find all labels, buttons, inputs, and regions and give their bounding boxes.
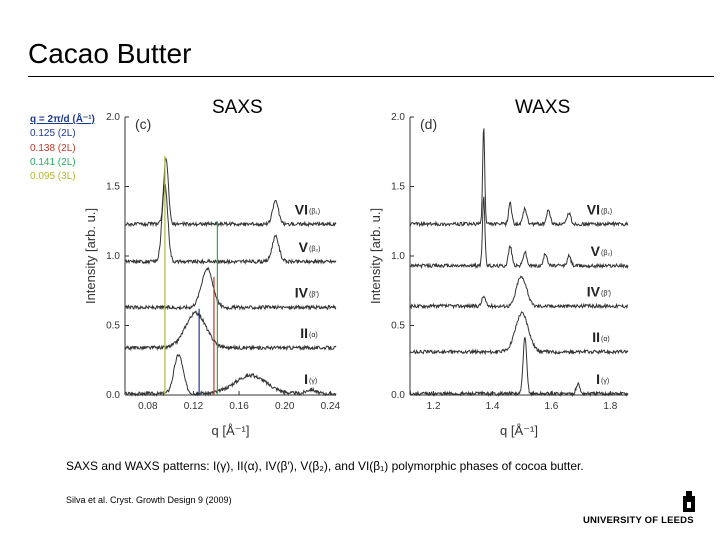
- series-label: IV: [295, 285, 309, 301]
- saxs-chart: 0.0 0.5 1.0 1.5 2.0 0.08 0.12 0.16 0.20 0.24 q [Å⁻…: [83, 112, 341, 438]
- series-label: I: [304, 371, 308, 387]
- y-tick-label: 1.5: [391, 182, 405, 193]
- citation: Silva et al. Cryst. Growth Design 9 (200…: [66, 495, 232, 505]
- leeds-crest-icon: [683, 491, 695, 512]
- saxs-label: SAXS: [212, 97, 263, 118]
- y-tick-label: 1.5: [106, 182, 120, 193]
- title-divider: [28, 76, 714, 77]
- panel-label: (d): [420, 116, 437, 132]
- series-label: IV: [587, 283, 601, 299]
- trace-i: [409, 336, 629, 398]
- x-tick-label: 1.6: [544, 401, 558, 412]
- series-label: V: [591, 243, 601, 259]
- legend-header: q = 2π/d (Å⁻¹): [30, 114, 95, 125]
- x-tick-label: 0.20: [275, 401, 295, 412]
- panel-label: (c): [135, 116, 151, 132]
- q-legend: q = 2π/d (Å⁻¹) 0.125 (2L) 0.138 (2L) 0.1…: [30, 113, 95, 184]
- trace-iv: [409, 275, 629, 310]
- series-subscript: (γ): [601, 378, 609, 385]
- series-label: II: [300, 325, 308, 341]
- y-tick-label: 2.0: [391, 112, 405, 123]
- trace-iv: [124, 266, 337, 311]
- series-subscript: (β′): [309, 292, 319, 299]
- x-tick-label: 0.08: [138, 401, 158, 412]
- trace-v: [124, 181, 337, 266]
- series-subscript: (β₂): [309, 246, 320, 253]
- y-tick-label: 0.0: [391, 390, 405, 401]
- x-tick-label: 1.4: [486, 401, 500, 412]
- trace-i: [124, 354, 337, 397]
- x-axis-label: q [Å⁻¹]: [500, 423, 538, 438]
- y-tick-label: 0.5: [106, 321, 120, 332]
- legend-item: 0.141 (2L): [30, 156, 76, 168]
- y-tick-label: 0.0: [106, 390, 120, 401]
- y-axis-label: Intensity [arb. u.]: [368, 208, 383, 304]
- trace-ii: [409, 311, 629, 356]
- series-label: I: [596, 371, 600, 387]
- series-label: VI: [295, 201, 308, 217]
- x-tick-label: 0.24: [321, 401, 341, 412]
- series-subscript: (γ): [309, 378, 317, 385]
- waxs-chart: 0.0 0.5 1.0 1.5 2.0 1.2 1.4 1.6 1.8 q [Å⁻¹] Intens…: [368, 112, 629, 438]
- trace-ii: [124, 310, 337, 352]
- series-subscript: (β₁): [309, 208, 320, 215]
- y-tick-label: 1.0: [391, 251, 405, 262]
- legend-item: 0.095 (3L): [30, 171, 76, 183]
- y-tick-label: 1.0: [106, 251, 120, 262]
- series-subscript: (β₁): [601, 208, 612, 215]
- series-subscript: (β₂): [601, 250, 612, 257]
- series-subscript: (β′): [601, 290, 611, 297]
- x-tick-label: 0.12: [184, 401, 204, 412]
- logo-text: UNIVERSITY OF LEEDS: [583, 515, 694, 526]
- y-tick-label: 2.0: [106, 112, 120, 123]
- trace-vi: [124, 157, 337, 228]
- x-tick-label: 0.16: [229, 401, 249, 412]
- series-subscript: (α): [309, 332, 318, 339]
- series-label: V: [299, 239, 309, 255]
- trace-vi: [409, 128, 629, 228]
- y-axis-label: Intensity [arb. u.]: [83, 208, 98, 304]
- x-tick-label: 1.8: [603, 401, 617, 412]
- figure-caption: SAXS and WAXS patterns: I(γ), II(α), IV(…: [66, 459, 584, 473]
- slide-title: Cacao Butter: [28, 38, 192, 69]
- legend-item: 0.125 (2L): [30, 128, 76, 140]
- y-tick-label: 0.5: [391, 321, 405, 332]
- waxs-label: WAXS: [515, 97, 571, 118]
- trace-v: [409, 196, 629, 270]
- x-axis-label: q [Å⁻¹]: [212, 423, 250, 438]
- series-label: II: [592, 329, 600, 345]
- series-label: VI: [587, 201, 600, 217]
- legend-item: 0.138 (2L): [30, 142, 76, 154]
- university-logo: UNIVERSITY OF LEEDS: [583, 490, 701, 530]
- x-tick-label: 1.2: [427, 401, 441, 412]
- series-subscript: (α): [601, 336, 610, 343]
